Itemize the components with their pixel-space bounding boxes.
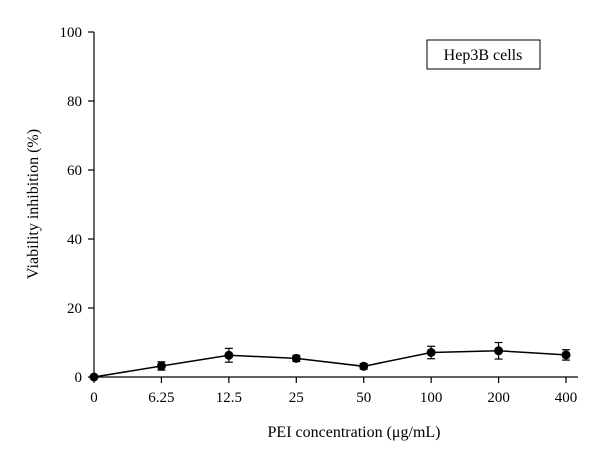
data-point — [494, 346, 504, 356]
data-point — [156, 361, 166, 371]
y-tick-label: 0 — [75, 370, 83, 386]
x-tick-label: 100 — [420, 390, 443, 406]
data-point — [426, 348, 436, 358]
y-tick-label: 80 — [67, 94, 82, 110]
y-ticks: 0 20 40 60 80 100 — [60, 25, 94, 386]
x-tick-label: 12.5 — [216, 390, 242, 406]
series-line — [93, 350, 567, 378]
series-group — [89, 341, 571, 382]
x-ticks: 0 6.25 12.5 25 50 100 200 400 — [90, 377, 577, 406]
y-tick-label: 40 — [67, 232, 82, 248]
x-tick-label: 25 — [289, 390, 304, 406]
y-axis-title: Viability inhibition (%) — [25, 129, 42, 279]
x-tick-label: 50 — [356, 390, 371, 406]
data-point — [224, 350, 234, 360]
y-tick-label: 60 — [67, 163, 82, 179]
data-point — [291, 353, 301, 363]
x-axis-title: PEI concentration (μg/mL) — [268, 424, 441, 441]
x-tick-label: 6.25 — [148, 390, 174, 406]
y-tick-label: 100 — [60, 25, 83, 41]
x-tick-label: 400 — [555, 390, 578, 406]
legend-label: Hep3B cells — [444, 47, 523, 64]
y-tick-label: 20 — [67, 301, 82, 317]
legend-box — [426, 39, 541, 70]
axes — [93, 32, 578, 378]
x-tick-label: 0 — [90, 390, 98, 406]
data-point — [89, 372, 99, 382]
data-point — [359, 361, 369, 371]
x-tick-label: 200 — [487, 390, 510, 406]
legend: Hep3B cells — [426, 39, 541, 70]
data-point — [561, 350, 571, 360]
